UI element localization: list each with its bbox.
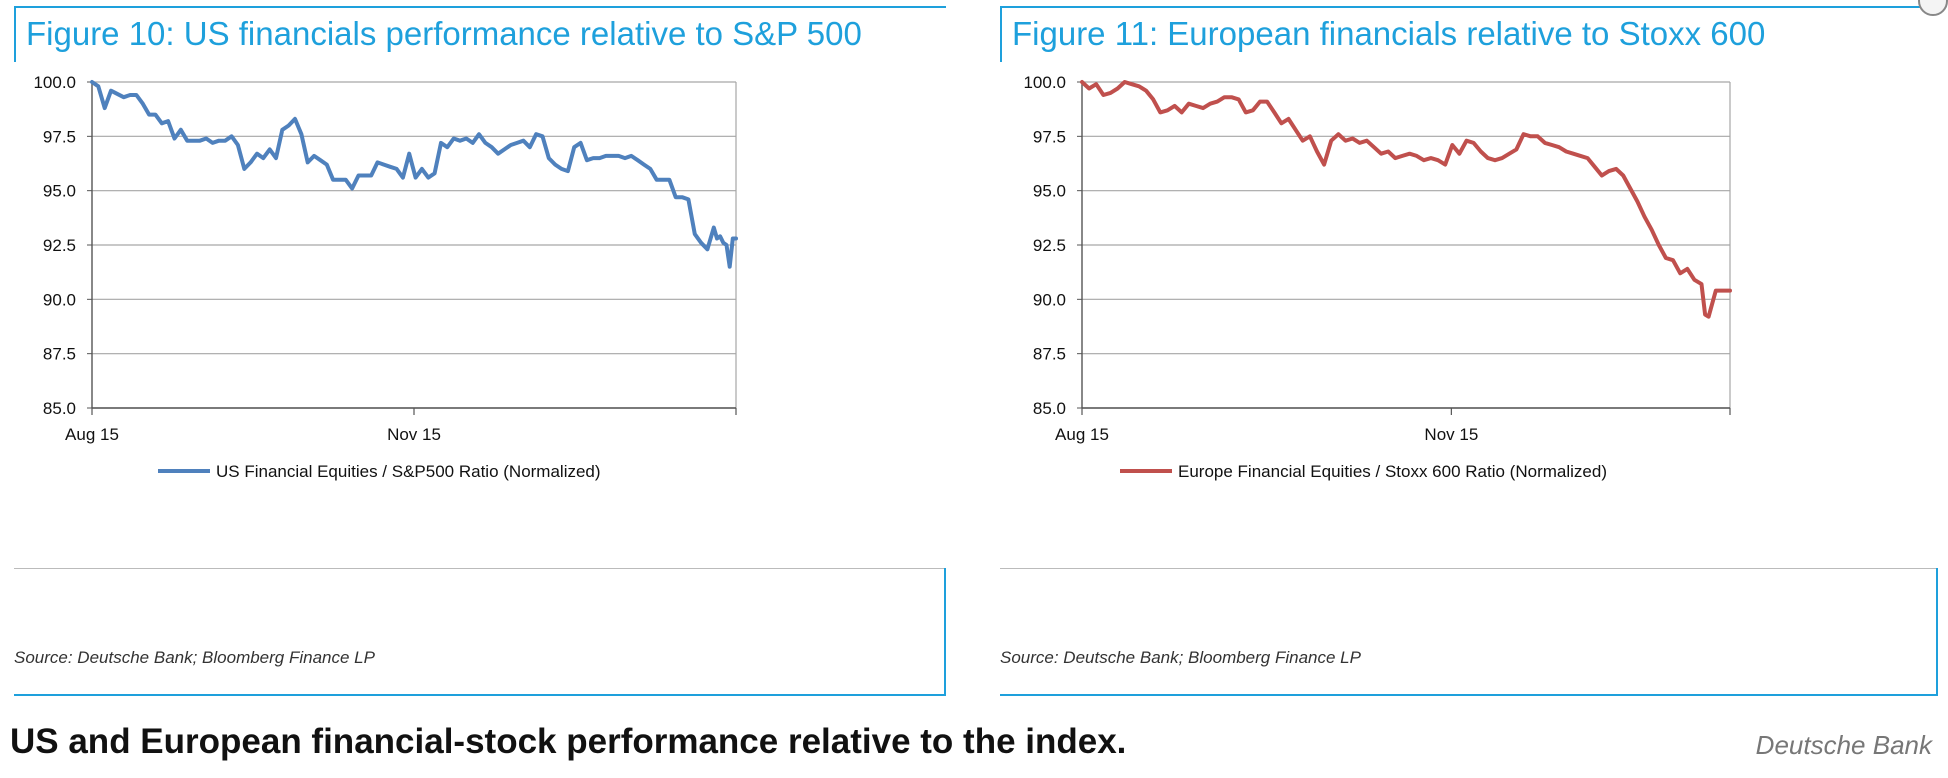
figure-10-title: Figure 10: US financials performance rel…	[14, 6, 946, 62]
figure-11-title: Figure 11: European financials relative …	[1000, 6, 1938, 62]
figure-10-source-box: Source: Deutsche Bank; Bloomberg Finance…	[14, 568, 946, 696]
y-tick-label: 92.5	[1033, 236, 1066, 255]
figure-10-chart: 100.0 97.5 95.0 92.5 90.0 87.5 85.0 Aug 15 Nov 1…	[33, 73, 738, 481]
y-tick-label: 97.5	[1033, 127, 1066, 146]
figure-11-source: Source: Deutsche Bank; Bloomberg Finance…	[1000, 648, 1361, 667]
page-caption: US and European financial-stock performa…	[10, 722, 1127, 761]
series-line	[90, 80, 738, 269]
image-credit: Deutsche Bank	[1755, 730, 1932, 760]
figure-11-source-box: Source: Deutsche Bank; Bloomberg Finance…	[1000, 568, 1938, 696]
legend-label: Europe Financial Equities / Stoxx 600 Ra…	[1178, 462, 1607, 481]
x-tick-label: Nov 15	[1424, 425, 1478, 444]
figure-11-source-divider	[1000, 568, 1936, 569]
y-tick-label: 97.5	[43, 127, 76, 146]
y-tick-label: 95.0	[43, 182, 76, 201]
y-tick-label: 85.0	[1033, 399, 1066, 418]
y-tick-label: 87.5	[1033, 345, 1066, 364]
x-tick-label: Aug 15	[1055, 425, 1109, 444]
figure-10-source: Source: Deutsche Bank; Bloomberg Finance…	[14, 648, 375, 667]
figure-10-source-divider	[14, 568, 944, 569]
y-tick-label: 92.5	[43, 236, 76, 255]
y-tick-label: 85.0	[43, 399, 76, 418]
y-tick-label: 90.0	[43, 290, 76, 309]
y-tick-label: 100.0	[1023, 73, 1066, 92]
legend-label: US Financial Equities / S&P500 Ratio (No…	[216, 462, 601, 481]
y-tick-label: 100.0	[33, 73, 76, 92]
x-tick-label: Nov 15	[387, 425, 441, 444]
y-tick-label: 95.0	[1033, 182, 1066, 201]
y-tick-label: 87.5	[43, 345, 76, 364]
y-tick-label: 90.0	[1033, 290, 1066, 309]
figure-11-chart: 100.0 97.5 95.0 92.5 90.0 87.5 85.0 Aug 15 Nov 1…	[1023, 73, 1732, 481]
x-tick-label: Aug 15	[65, 425, 119, 444]
figure-11-panel: Figure 11: European financials relative …	[1000, 6, 1938, 696]
series-line	[1080, 80, 1732, 319]
figure-10-panel: Figure 10: US financials performance rel…	[14, 6, 946, 696]
